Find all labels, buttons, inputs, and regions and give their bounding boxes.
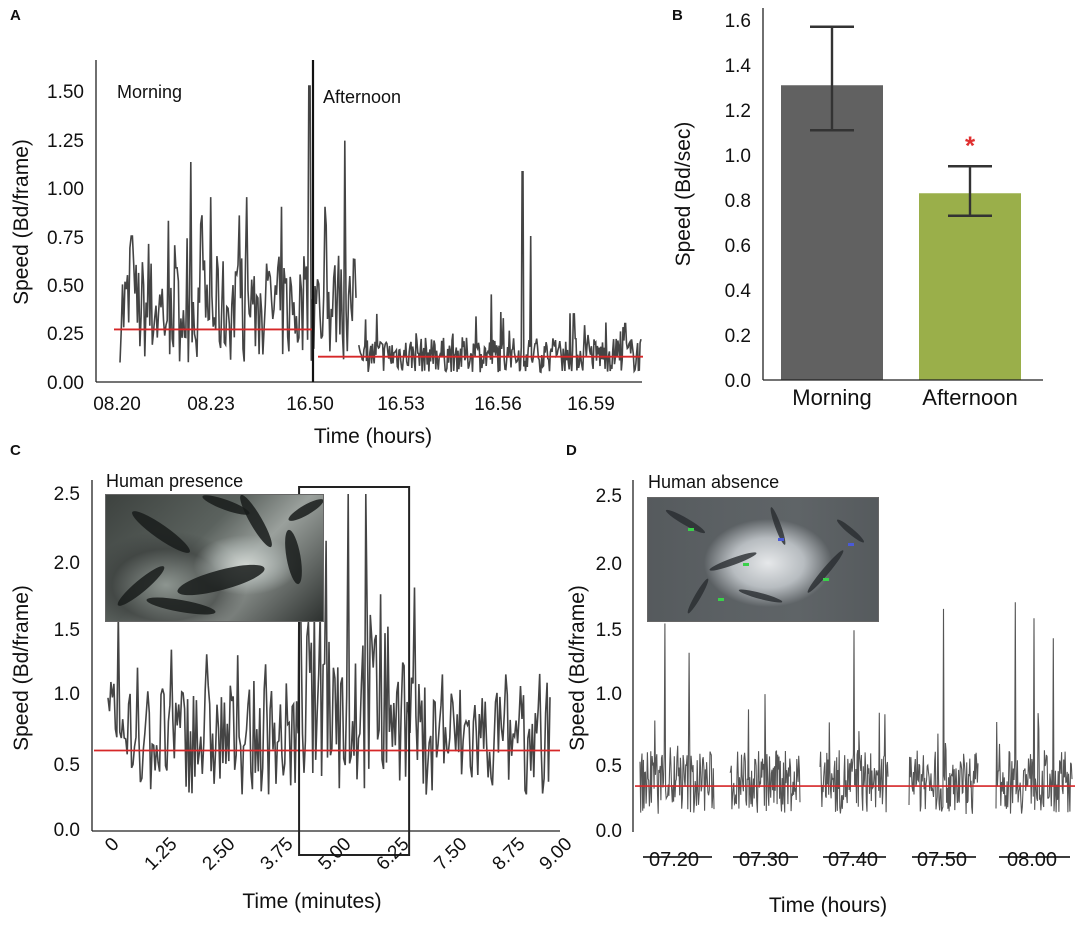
- human-presence-photo: [105, 494, 324, 622]
- panel-b-ytick: 0.4: [725, 281, 752, 302]
- panel-c-xtick: 5.00: [315, 834, 356, 875]
- panel-a-y-axis-title: Speed (Bd/frame): [10, 139, 33, 305]
- panel-c-y-ticks: 0.0 0.5 1.0 1.5 2.0 2.5: [54, 484, 80, 841]
- panel-b-ytick: 0.6: [725, 236, 751, 257]
- panel-c-xtick: 7.50: [431, 834, 472, 875]
- panel-c-ytick: 1.0: [54, 684, 80, 705]
- panel-c-highlight-window: [298, 486, 411, 856]
- panel-c-ytick: 2.0: [54, 553, 80, 574]
- panel-d-segment-07.40: [819, 630, 889, 814]
- panel-d-y-axis-title: Speed (Bd/frame): [566, 585, 589, 751]
- panel-a-x-axis-title: Time (hours): [314, 425, 432, 448]
- panel-a-xtick: 16.59: [567, 394, 615, 415]
- panel-c-x-ticks: 0 1.25 2.50 3.75 5.00 6.25 7.50 8.75 9.0…: [101, 834, 576, 875]
- panel-d-inset-label: Human absence: [648, 472, 779, 492]
- panel-d-xtick: 08.00: [1007, 849, 1057, 871]
- panel-d-ytick: 1.0: [596, 684, 622, 705]
- panel-d-y-ticks: 0.0 0.5 1.0 1.5 2.0 2.5: [596, 486, 622, 842]
- panel-d-ytick: 0.5: [596, 756, 622, 777]
- panel-a-ytick: 0.00: [47, 373, 84, 394]
- panel-a-xtick: 08.20: [93, 394, 141, 415]
- panel-c-ytick: 1.5: [54, 620, 80, 641]
- panel-c-xtick: 9.00: [536, 834, 577, 875]
- panel-a-ytick: 0.25: [47, 324, 84, 345]
- panel-c-y-axis-title: Speed (Bd/frame): [10, 585, 33, 751]
- panel-b-plot-area: *: [781, 25, 1021, 380]
- panel-a-series-afternoon: [358, 171, 642, 374]
- panel-a-xtick: 16.50: [286, 394, 334, 415]
- significance-star: *: [965, 130, 976, 160]
- panel-c-xtick: 8.75: [489, 834, 530, 875]
- bar-afternoon: [919, 193, 1021, 380]
- human-absence-photo: [647, 497, 879, 622]
- panel-a-afternoon-label: Afternoon: [323, 87, 401, 107]
- panel-a-xtick: 16.56: [474, 394, 522, 415]
- panel-d-ytick: 1.5: [596, 620, 622, 641]
- panel-d-x-axis-title: Time (hours): [769, 894, 887, 917]
- panel-a-morning-label: Morning: [117, 82, 182, 102]
- panel-b-ytick: 1.4: [725, 56, 752, 77]
- panel-a-series-morning: [119, 85, 357, 363]
- panel-c-ytick: 2.5: [54, 484, 80, 505]
- panel-b-letter: B: [672, 7, 683, 24]
- panel-a: A Morning Afternoon 0.00 0.25 0.50 0.75 …: [10, 7, 643, 448]
- panel-a-ytick: 1.00: [47, 179, 84, 200]
- panel-d-ytick: 2.0: [596, 554, 622, 575]
- panel-c-ytick: 0.5: [54, 755, 80, 776]
- panel-d-ytick: 2.5: [596, 486, 622, 507]
- panel-c-ytick: 0.0: [54, 820, 80, 841]
- panel-c-x-axis-title: Time (minutes): [242, 890, 381, 913]
- panel-d-segment-07.20: [639, 623, 715, 814]
- panel-d-xtick: 07.50: [917, 849, 967, 871]
- panel-a-ytick: 0.50: [47, 276, 84, 297]
- panel-a-ytick: 0.75: [47, 228, 84, 249]
- panel-d-xtick: 07.30: [739, 849, 789, 871]
- panel-a-xtick: 08.23: [187, 394, 235, 415]
- panel-b-xtick-morning: Morning: [792, 385, 871, 410]
- panel-b-ytick: 0.2: [725, 326, 751, 347]
- panel-d-segment-07.50: [908, 608, 979, 815]
- panel-b-xtick-afternoon: Afternoon: [922, 385, 1017, 410]
- panel-d-letter: D: [566, 442, 577, 459]
- panel-c-xtick: 6.25: [373, 834, 414, 875]
- panel-b-ytick: 1.0: [725, 146, 751, 167]
- panel-a-y-ticks: 0.00 0.25 0.50 0.75 1.00 1.25 1.50: [47, 82, 84, 394]
- panel-b-ytick: 1.6: [725, 11, 751, 32]
- panel-c-inset-label: Human presence: [106, 471, 243, 491]
- panel-b-ytick: 0.8: [725, 191, 751, 212]
- panel-b-y-ticks: 0.0 0.2 0.4 0.6 0.8 1.0 1.2 1.4 1.6: [725, 11, 752, 392]
- panel-a-ytick: 1.25: [47, 131, 84, 152]
- panel-c-xtick: 0: [101, 834, 123, 856]
- panel-d-x-ticks: 07.20 07.30 07.40 07.50 08.00: [649, 849, 1057, 871]
- panel-c-letter: C: [10, 442, 21, 459]
- panel-b-ytick: 1.2: [725, 101, 751, 122]
- panel-b-ytick: 0.0: [725, 371, 751, 392]
- panel-c-xtick: 1.25: [141, 834, 182, 875]
- panel-a-letter: A: [10, 7, 21, 24]
- panel-a-ytick: 1.50: [47, 82, 84, 103]
- panel-c-plot-area: [94, 486, 560, 856]
- panel-d-ytick: 0.0: [596, 821, 622, 842]
- panel-c-xtick: 3.75: [257, 834, 298, 875]
- panel-d-plot-area: [635, 602, 1075, 858]
- panel-b: B * 0.0 0.2 0.4 0.6 0.8 1.0 1.2 1.4 1.6 …: [672, 7, 1043, 410]
- panel-c-speed-series: [107, 493, 551, 795]
- panel-b-y-axis-title: Speed (Bd/sec): [672, 122, 695, 267]
- panel-d-segment-07.30: [729, 694, 801, 813]
- panel-d-xtick: 07.40: [828, 849, 878, 871]
- panel-d-xtick: 07.20: [649, 849, 699, 871]
- panel-d: D Human absence 0.0 0.5 1.0 1.5 2.0 2.5 …: [566, 442, 1075, 917]
- bar-morning: [781, 85, 883, 380]
- panel-a-x-ticks: 08.20 08.23 16.50 16.53 16.56 16.59: [93, 394, 615, 415]
- panel-a-plot-area: [114, 85, 643, 374]
- panel-c-xtick: 2.50: [199, 834, 240, 875]
- panel-a-xtick: 16.53: [377, 394, 425, 415]
- panel-d-segment-08.00: [995, 602, 1073, 814]
